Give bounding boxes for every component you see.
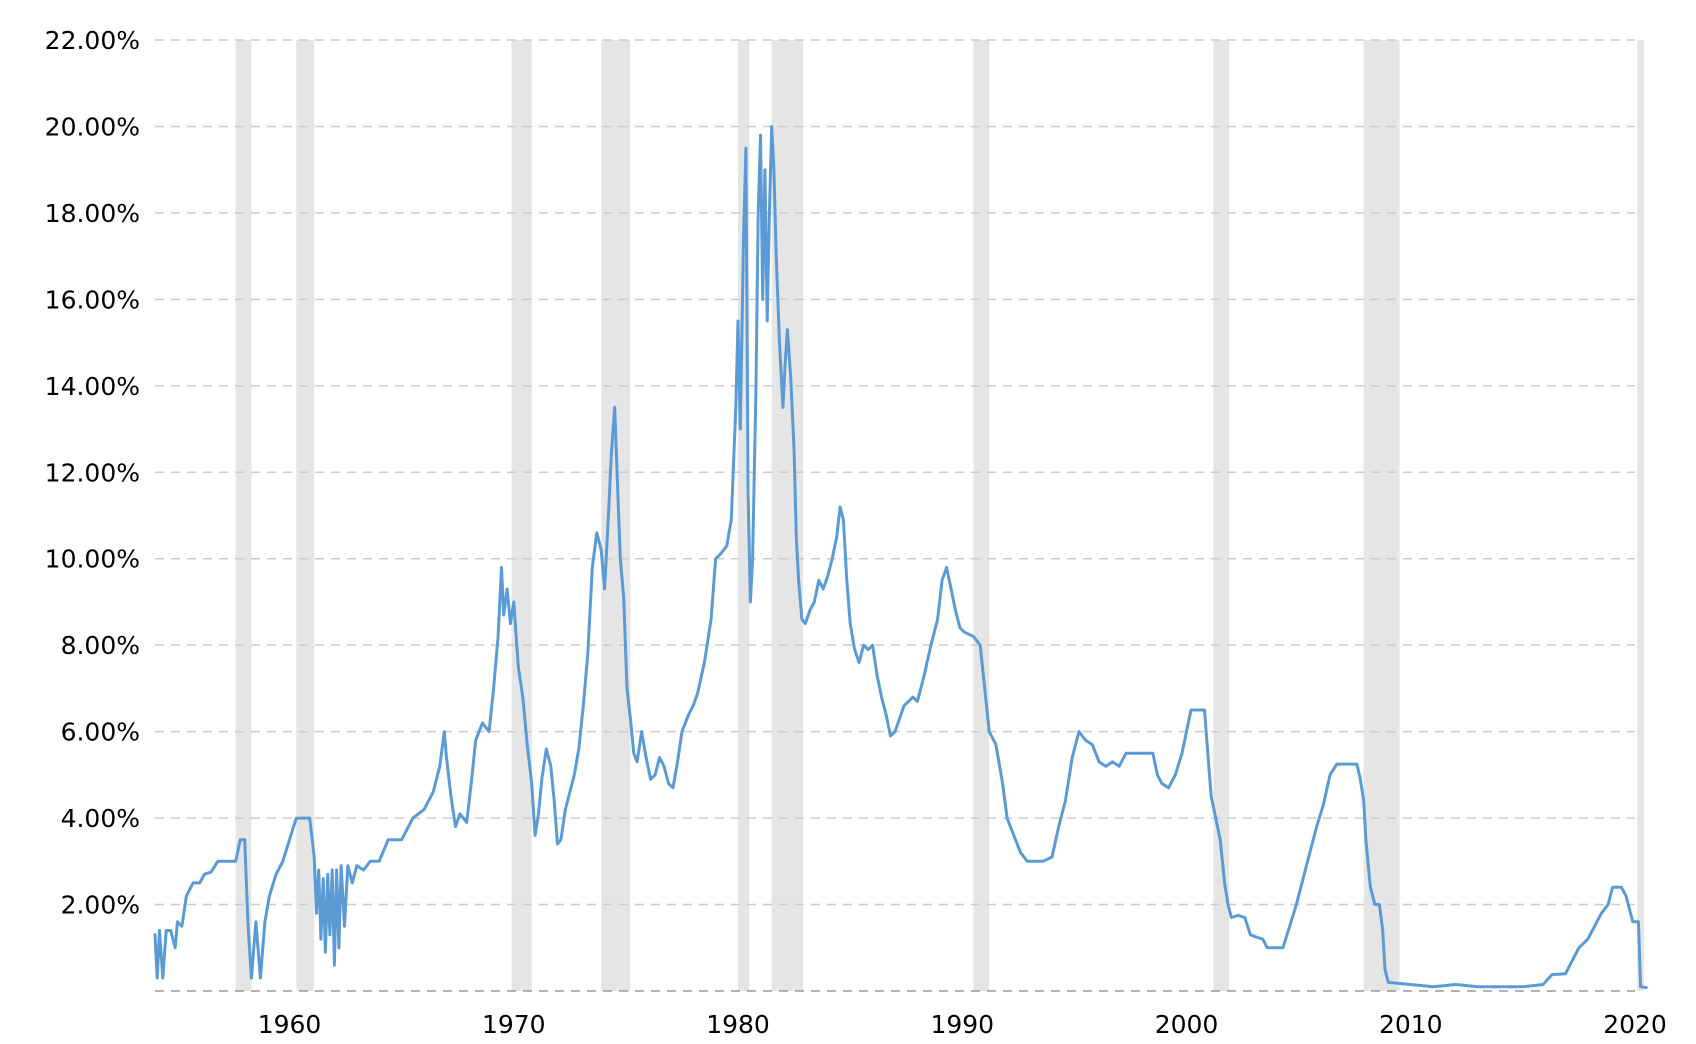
recession-band bbox=[511, 40, 532, 991]
x-tick-label: 1990 bbox=[930, 1010, 994, 1039]
recession-band bbox=[235, 40, 252, 991]
y-gridlines bbox=[155, 39, 1635, 906]
x-tick-label: 1970 bbox=[482, 1010, 546, 1039]
recession-band bbox=[771, 40, 804, 991]
y-axis-tick-labels: 2.00% 4.00% 6.00% 8.00% 10.00% 12.00% 14.00% 16… bbox=[45, 26, 140, 920]
y-tick-label: 12.00% bbox=[45, 458, 140, 487]
y-tick-label: 2.00% bbox=[61, 891, 140, 920]
x-tick-label: 1960 bbox=[258, 1010, 322, 1039]
y-tick-label: 6.00% bbox=[61, 718, 140, 747]
y-tick-label: 4.00% bbox=[61, 804, 140, 833]
recession-bands bbox=[235, 40, 1644, 991]
recession-band bbox=[1637, 40, 1644, 991]
y-tick-label: 16.00% bbox=[45, 285, 140, 314]
x-axis-tick-labels: 1960 1970 1980 1990 2000 2010 2020 bbox=[258, 1010, 1667, 1039]
y-tick-label: 8.00% bbox=[61, 631, 140, 660]
recession-band bbox=[973, 40, 990, 991]
y-tick-label: 22.00% bbox=[45, 26, 140, 55]
x-tick-label: 2010 bbox=[1379, 1010, 1443, 1039]
recession-band bbox=[601, 40, 631, 991]
x-tick-label: 1980 bbox=[706, 1010, 770, 1039]
x-tick-label: 2020 bbox=[1603, 1010, 1667, 1039]
series-line bbox=[153, 125, 1648, 989]
y-tick-label: 20.00% bbox=[45, 112, 140, 141]
recession-band bbox=[1363, 40, 1400, 991]
recession-band bbox=[738, 40, 750, 991]
recession-band bbox=[296, 40, 315, 991]
y-tick-label: 18.00% bbox=[45, 199, 140, 228]
y-tick-label: 10.00% bbox=[45, 545, 140, 574]
y-tick-label: 14.00% bbox=[45, 372, 140, 401]
x-tick-label: 2000 bbox=[1155, 1010, 1219, 1039]
recession-band bbox=[1213, 40, 1230, 991]
